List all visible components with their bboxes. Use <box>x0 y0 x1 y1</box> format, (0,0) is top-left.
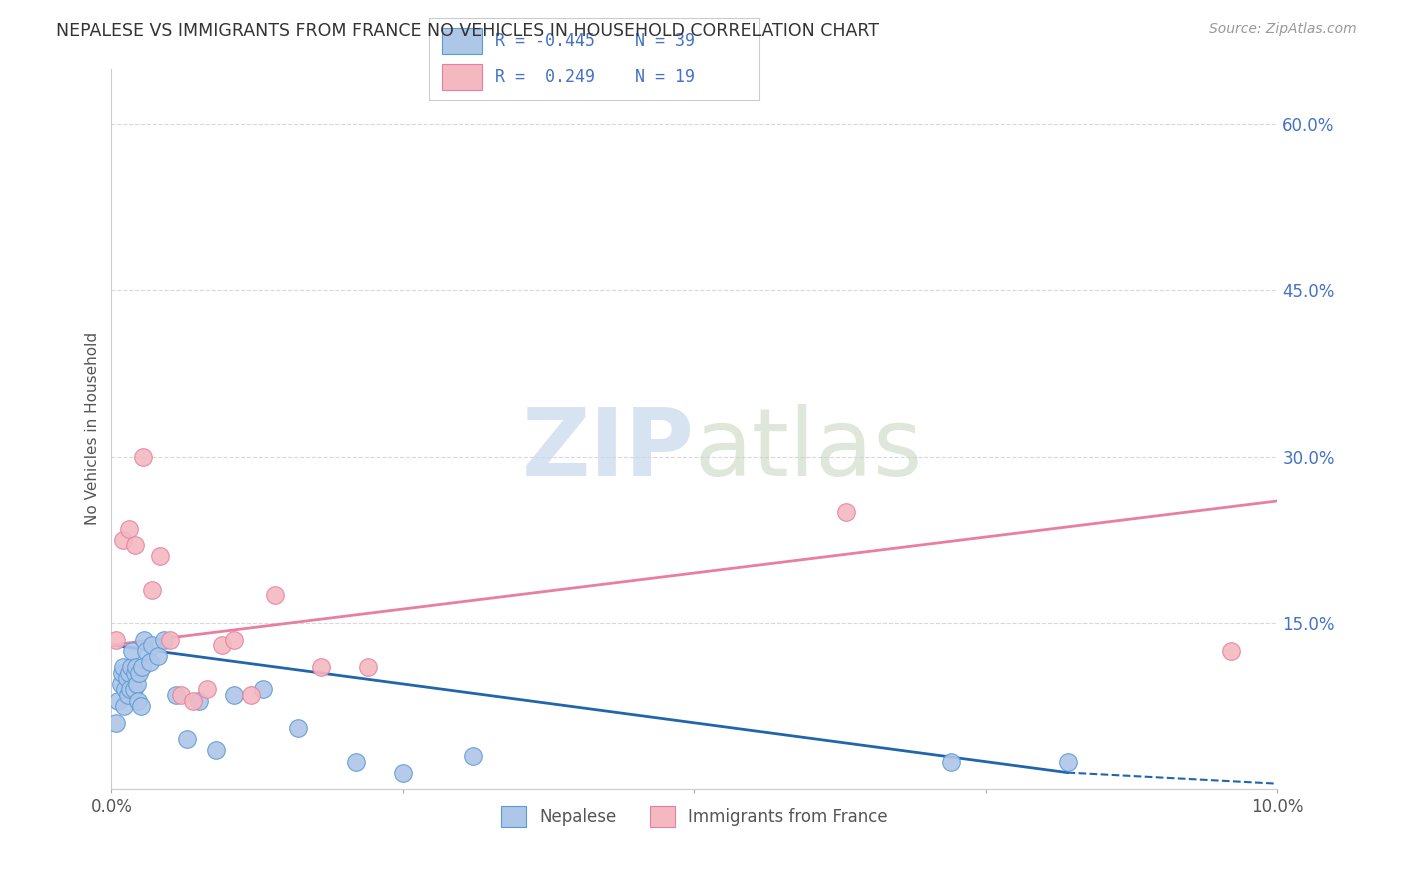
Point <box>107 693 129 707</box>
Point <box>120 682 142 697</box>
Point <box>159 632 181 647</box>
Point <box>181 693 204 707</box>
Point <box>141 638 163 652</box>
Point <box>311 660 333 674</box>
Point <box>1219 643 1241 657</box>
Point <box>118 522 141 536</box>
Point <box>146 649 169 664</box>
Point <box>461 748 484 763</box>
Point <box>141 582 163 597</box>
Point <box>117 688 139 702</box>
Point <box>105 715 128 730</box>
Text: NEPALESE VS IMMIGRANTS FROM FRANCE NO VEHICLES IN HOUSEHOLD CORRELATION CHART: NEPALESE VS IMMIGRANTS FROM FRANCE NO VE… <box>56 22 879 40</box>
Point <box>118 665 141 680</box>
Point <box>344 755 367 769</box>
Point <box>176 732 198 747</box>
Legend: Nepalese, Immigrants from France: Nepalese, Immigrants from France <box>492 798 896 835</box>
Point <box>124 665 146 680</box>
Point <box>939 755 962 769</box>
Point <box>392 765 415 780</box>
Point <box>122 682 145 697</box>
Text: R =  0.249    N = 19: R = 0.249 N = 19 <box>495 68 695 86</box>
Point <box>121 643 143 657</box>
Point <box>165 688 187 702</box>
Point <box>139 655 162 669</box>
Point <box>195 682 218 697</box>
Point <box>110 677 132 691</box>
Point <box>115 671 138 685</box>
Bar <box>441 28 482 54</box>
Point <box>124 538 146 552</box>
Y-axis label: No Vehicles in Household: No Vehicles in Household <box>86 333 100 525</box>
Point <box>120 660 142 674</box>
Point <box>105 632 128 647</box>
Point <box>153 632 176 647</box>
Point <box>112 699 135 714</box>
Point <box>211 638 233 652</box>
Point <box>131 660 153 674</box>
Point <box>125 677 148 691</box>
Text: R = -0.445    N = 39: R = -0.445 N = 39 <box>495 32 695 50</box>
Bar <box>441 64 482 90</box>
Point <box>222 688 245 702</box>
Point <box>1056 755 1078 769</box>
Point <box>240 688 263 702</box>
Point <box>114 682 136 697</box>
Point <box>222 632 245 647</box>
Point <box>128 665 150 680</box>
Point <box>135 643 157 657</box>
Point <box>149 549 172 564</box>
Point <box>111 665 134 680</box>
Point <box>263 588 285 602</box>
Point <box>187 693 209 707</box>
Point <box>132 450 155 464</box>
Point <box>127 693 149 707</box>
Point <box>205 743 228 757</box>
Point <box>129 699 152 714</box>
Point <box>132 632 155 647</box>
Point <box>835 505 858 519</box>
Point <box>357 660 380 674</box>
Point <box>112 533 135 547</box>
Point <box>112 660 135 674</box>
Text: ZIP: ZIP <box>522 404 695 497</box>
Text: Source: ZipAtlas.com: Source: ZipAtlas.com <box>1209 22 1357 37</box>
Point <box>287 721 309 735</box>
Point <box>252 682 274 697</box>
Point <box>125 660 148 674</box>
Text: atlas: atlas <box>695 404 922 497</box>
Point <box>170 688 193 702</box>
